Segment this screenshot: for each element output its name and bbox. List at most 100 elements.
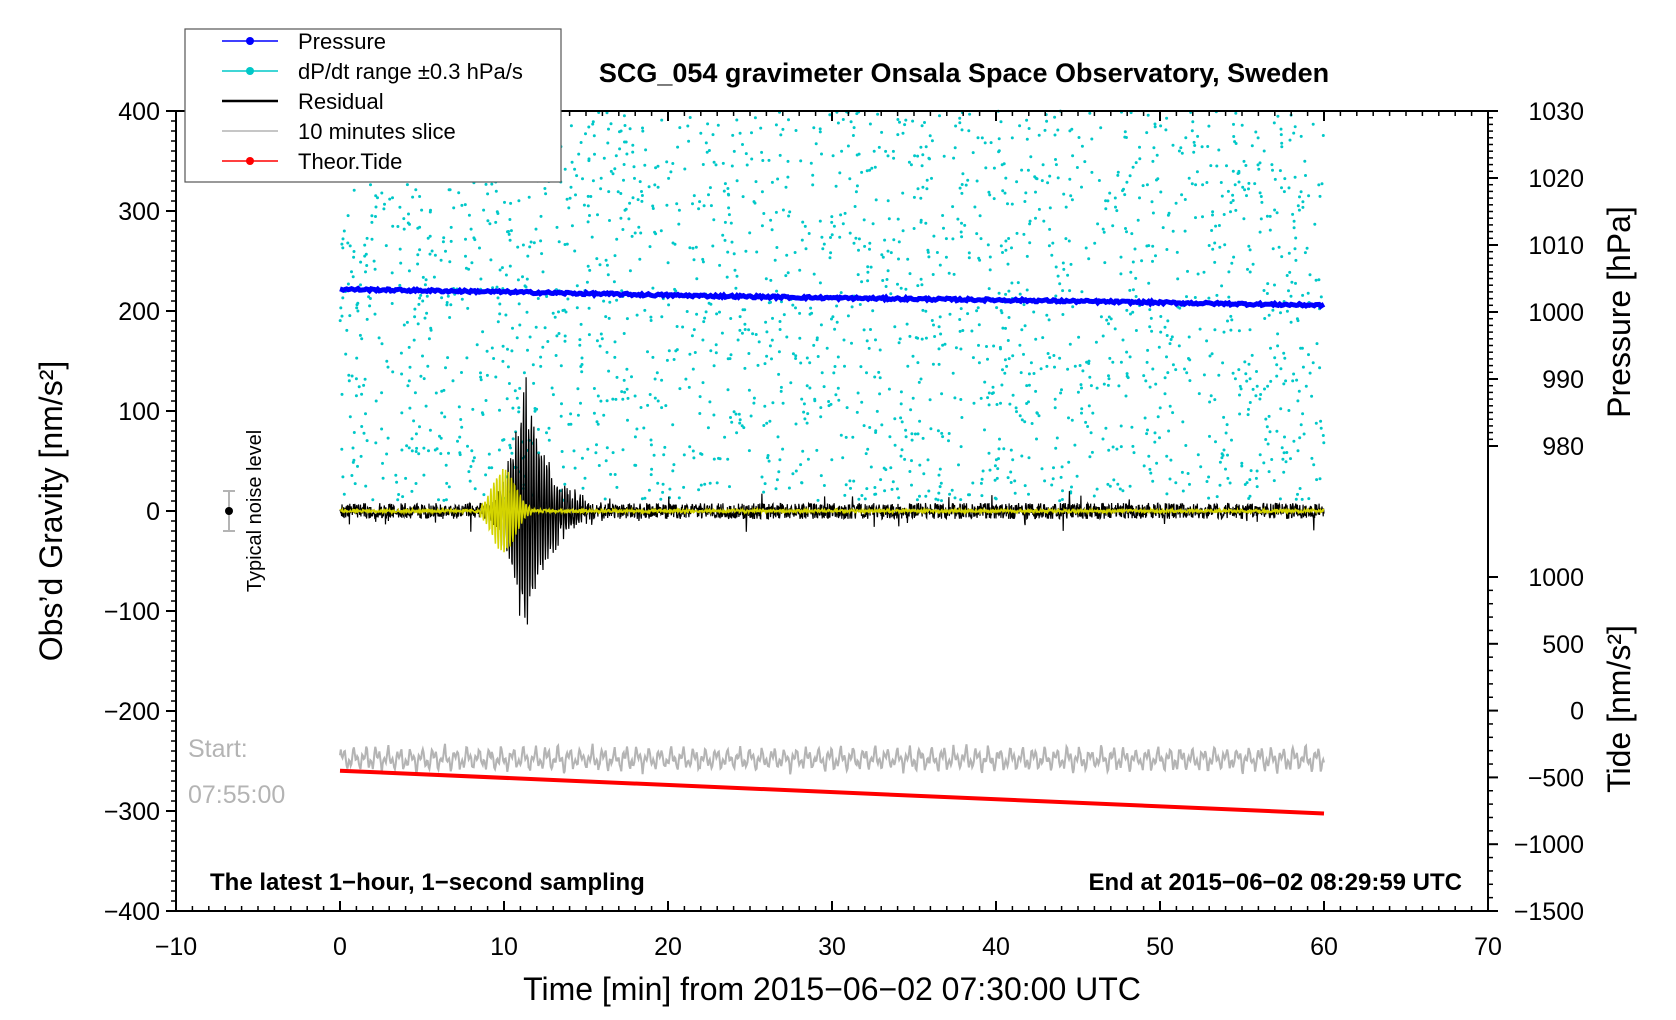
dpdt-point bbox=[345, 328, 349, 332]
dpdt-point bbox=[769, 278, 773, 282]
dpdt-point bbox=[653, 183, 657, 187]
dpdt-point bbox=[350, 474, 354, 477]
dpdt-point bbox=[1058, 356, 1062, 360]
dpdt-point bbox=[1028, 219, 1032, 223]
dpdt-point bbox=[920, 164, 924, 168]
dpdt-point bbox=[1258, 191, 1262, 195]
dpdt-point bbox=[791, 352, 795, 356]
dpdt-point bbox=[704, 310, 708, 314]
dpdt-point bbox=[1312, 463, 1316, 467]
dpdt-point bbox=[1200, 145, 1204, 149]
dpdt-point bbox=[660, 315, 664, 319]
dpdt-point bbox=[575, 306, 579, 310]
dpdt-point bbox=[380, 191, 384, 195]
dpdt-point bbox=[1034, 190, 1037, 194]
dpdt-point bbox=[777, 372, 781, 376]
dpdt-point bbox=[641, 129, 645, 133]
dpdt-point bbox=[777, 350, 781, 354]
dpdt-point bbox=[1285, 274, 1289, 277]
dpdt-point bbox=[860, 170, 864, 174]
dpdt-point bbox=[987, 287, 991, 291]
dpdt-point bbox=[1220, 456, 1224, 460]
dpdt-point bbox=[1237, 329, 1241, 333]
dpdt-point bbox=[1121, 338, 1125, 342]
dpdt-point bbox=[977, 323, 981, 327]
dpdt-point bbox=[947, 271, 951, 275]
dpdt-point bbox=[677, 496, 681, 500]
dpdt-point bbox=[1234, 208, 1238, 212]
dpdt-point bbox=[1267, 313, 1271, 317]
dpdt-point bbox=[682, 453, 686, 457]
dpdt-point bbox=[979, 237, 983, 241]
dpdt-point bbox=[484, 399, 488, 402]
dpdt-point bbox=[429, 208, 432, 212]
dpdt-point bbox=[420, 208, 424, 212]
dpdt-point bbox=[848, 231, 852, 235]
dpdt-point bbox=[358, 333, 362, 337]
dpdt-point bbox=[807, 232, 811, 235]
tide-tick-label: −1000 bbox=[1514, 831, 1584, 859]
dpdt-point bbox=[921, 436, 925, 440]
dpdt-point bbox=[422, 377, 426, 381]
dpdt-point bbox=[1087, 257, 1091, 261]
dpdt-point bbox=[1287, 409, 1291, 412]
dpdt-point bbox=[1025, 118, 1029, 122]
dpdt-point bbox=[1093, 241, 1097, 245]
dpdt-point bbox=[1043, 479, 1047, 483]
dpdt-point bbox=[1217, 224, 1221, 227]
dpdt-point bbox=[633, 176, 636, 180]
dpdt-point bbox=[426, 236, 430, 240]
dpdt-point bbox=[857, 237, 861, 241]
dpdt-point bbox=[613, 355, 617, 359]
dpdt-point bbox=[385, 359, 389, 363]
dpdt-point bbox=[630, 375, 633, 379]
dpdt-point bbox=[1296, 204, 1300, 208]
dpdt-point bbox=[1001, 368, 1004, 372]
dpdt-point bbox=[734, 286, 738, 290]
dpdt-point bbox=[1247, 362, 1251, 366]
dpdt-point bbox=[867, 346, 871, 350]
dpdt-point bbox=[1134, 161, 1138, 165]
dpdt-point bbox=[672, 358, 676, 361]
dpdt-point bbox=[622, 378, 626, 382]
dpdt-point bbox=[1270, 163, 1274, 167]
dpdt-point bbox=[925, 178, 929, 182]
dpdt-point bbox=[1028, 222, 1032, 226]
dpdt-point bbox=[1194, 183, 1198, 187]
dpdt-point bbox=[988, 268, 992, 272]
dpdt-point bbox=[518, 386, 522, 390]
dpdt-point bbox=[1230, 261, 1234, 265]
dpdt-point bbox=[976, 136, 980, 140]
dpdt-point bbox=[986, 396, 990, 400]
dpdt-point bbox=[898, 337, 902, 341]
dpdt-point bbox=[587, 333, 591, 337]
dpdt-point bbox=[1080, 407, 1084, 411]
dpdt-point bbox=[723, 182, 727, 186]
dpdt-point bbox=[845, 406, 849, 410]
dpdt-point bbox=[829, 236, 832, 239]
dpdt-point bbox=[1183, 367, 1186, 371]
dpdt-point bbox=[912, 195, 916, 199]
legend-marker bbox=[246, 157, 254, 165]
dpdt-point bbox=[960, 191, 964, 195]
dpdt-point bbox=[1258, 161, 1262, 165]
dpdt-point bbox=[524, 285, 528, 289]
dpdt-point bbox=[851, 435, 855, 439]
dpdt-point bbox=[1282, 351, 1286, 355]
dpdt-point bbox=[819, 406, 823, 410]
tide-tick-label: −500 bbox=[1528, 764, 1584, 792]
dpdt-point bbox=[788, 210, 792, 214]
dpdt-point bbox=[380, 342, 384, 346]
dpdt-point bbox=[1151, 159, 1155, 163]
dpdt-point bbox=[953, 146, 957, 150]
dpdt-point bbox=[1229, 210, 1232, 214]
dpdt-point bbox=[484, 182, 488, 186]
dpdt-point bbox=[765, 354, 769, 358]
dpdt-point bbox=[747, 388, 751, 392]
dpdt-point bbox=[599, 399, 603, 403]
dpdt-point bbox=[864, 452, 868, 456]
dpdt-point bbox=[781, 208, 785, 212]
dpdt-point bbox=[1117, 384, 1121, 388]
dpdt-point bbox=[659, 497, 663, 501]
y-tick-label: 100 bbox=[118, 398, 160, 426]
